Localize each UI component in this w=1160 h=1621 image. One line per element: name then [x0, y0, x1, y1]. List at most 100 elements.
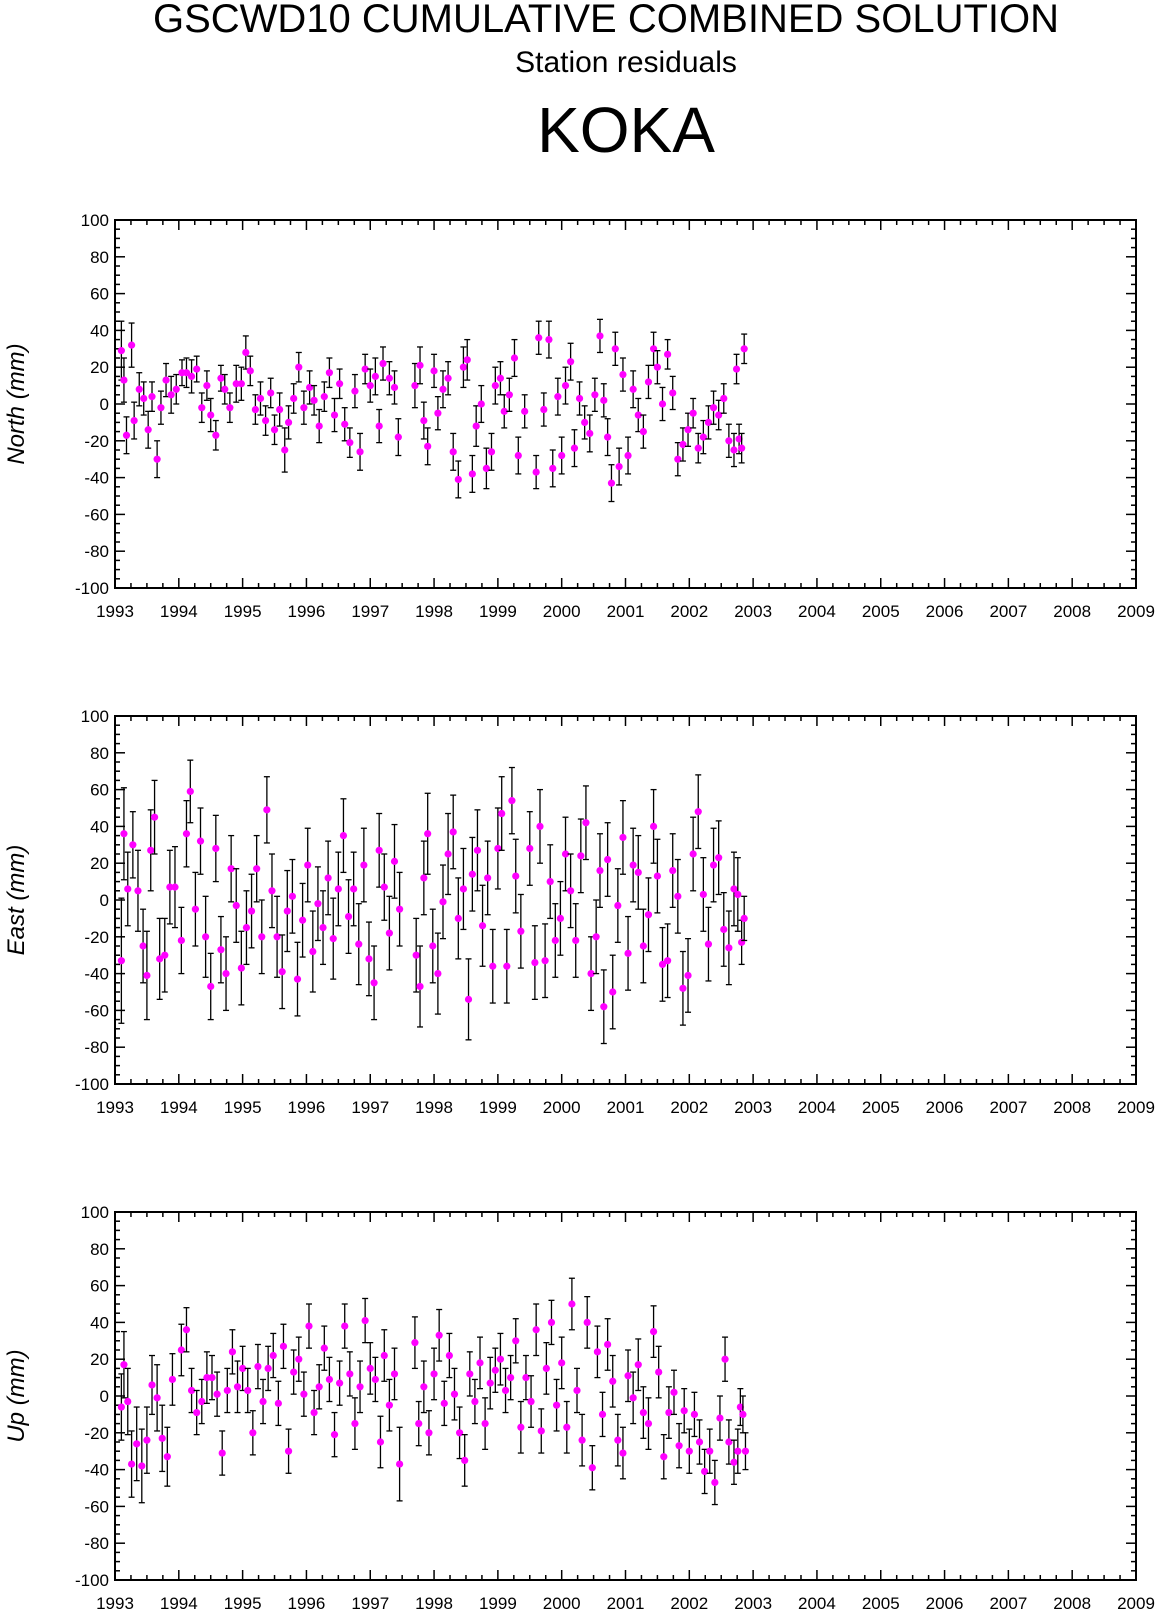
north-marker: [468, 470, 476, 478]
up-marker: [445, 1351, 453, 1360]
up-marker: [420, 1383, 428, 1391]
up-marker: [380, 1351, 388, 1360]
up-marker: [284, 1447, 293, 1455]
up-data-point: [198, 1378, 206, 1425]
north-marker: [187, 372, 196, 380]
up-marker: [680, 1407, 688, 1415]
up-y-tick-label: -40: [84, 1461, 109, 1480]
north-marker: [153, 455, 161, 463]
up-marker: [578, 1436, 586, 1444]
up-marker: [193, 1408, 201, 1417]
east-marker: [385, 929, 393, 937]
up-marker: [598, 1410, 607, 1418]
up-data-point: [730, 1439, 738, 1485]
north-data-point: [674, 441, 682, 477]
up-marker: [734, 1447, 742, 1455]
east-marker: [288, 892, 296, 900]
up-marker: [315, 1383, 323, 1391]
up-data-point: [320, 1325, 328, 1371]
north-marker: [694, 444, 702, 452]
north-marker: [600, 396, 608, 404]
up-data-point: [471, 1378, 479, 1425]
up-data-point: [390, 1347, 399, 1401]
north-marker: [232, 380, 240, 388]
up-marker: [366, 1364, 374, 1372]
north-marker: [567, 358, 575, 366]
up-marker: [542, 1364, 550, 1372]
up-data-point: [148, 1354, 156, 1416]
north-data-point: [207, 397, 215, 433]
up-marker: [532, 1326, 540, 1334]
north-marker: [449, 448, 457, 456]
north-data-point: [586, 414, 594, 453]
up-marker: [471, 1397, 479, 1406]
east-marker: [161, 951, 169, 959]
north-data-point: [732, 353, 741, 385]
up-data-point: [425, 1410, 433, 1456]
north-marker: [284, 418, 293, 426]
north-data-point: [356, 432, 364, 471]
up-data-point: [203, 1351, 211, 1405]
east-marker: [740, 914, 748, 923]
north-marker: [607, 479, 616, 487]
up-y-tick-label: 60: [90, 1277, 109, 1296]
up-marker: [486, 1379, 494, 1387]
east-marker: [283, 907, 291, 915]
north-marker: [193, 365, 201, 373]
north-marker: [463, 356, 471, 364]
up-data-point: [558, 1336, 566, 1390]
north-x-tick-label: 2003: [734, 602, 772, 621]
up-marker: [177, 1346, 185, 1354]
up-data-point: [496, 1332, 505, 1386]
up-marker: [547, 1318, 556, 1326]
north-marker: [379, 359, 387, 368]
north-data-point: [639, 414, 647, 449]
east-data-point: [134, 849, 142, 932]
north-marker: [306, 383, 314, 392]
north-marker: [619, 370, 627, 379]
up-marker: [300, 1390, 308, 1398]
north-data-point: [658, 386, 667, 422]
north-data-point: [669, 375, 677, 411]
up-data-point: [223, 1367, 231, 1414]
north-data-point: [256, 381, 265, 416]
east-x-tick-label: 1998: [415, 1098, 453, 1117]
up-x-tick-label: 2001: [607, 1594, 645, 1613]
east-data-point: [299, 882, 307, 958]
east-y-tick-label: -100: [75, 1075, 109, 1094]
east-marker: [350, 885, 358, 893]
east-data-point: [498, 776, 506, 851]
east-data-point: [473, 809, 482, 892]
east-marker: [624, 949, 632, 957]
up-x-tick-label: 2006: [926, 1594, 964, 1613]
up-data-point: [588, 1445, 596, 1491]
east-marker: [207, 982, 215, 991]
east-data-point: [609, 954, 617, 1030]
east-marker: [734, 890, 742, 899]
north-marker: [500, 407, 508, 415]
east-marker: [489, 962, 497, 970]
east-data-point: [314, 866, 322, 942]
east-marker: [551, 936, 559, 945]
north-data-point: [167, 375, 175, 414]
east-data-point: [247, 873, 256, 949]
up-plot-frame: [114, 1211, 1137, 1581]
up-marker: [736, 1403, 744, 1411]
up-data-point: [604, 1318, 612, 1371]
up-marker: [269, 1351, 277, 1360]
east-x-tick-label: 2003: [734, 1098, 772, 1117]
east-data-point: [124, 851, 132, 927]
up-marker: [143, 1436, 151, 1444]
north-data-point: [575, 381, 584, 416]
up-marker: [491, 1366, 499, 1374]
up-x-tick-label: 2007: [989, 1594, 1027, 1613]
up-data-point: [685, 1428, 693, 1474]
north-marker: [738, 444, 746, 452]
north-marker: [375, 422, 383, 430]
north-marker: [477, 400, 485, 408]
east-data-point: [464, 958, 473, 1041]
up-marker: [187, 1386, 196, 1395]
north-x-tick-label: 1994: [160, 602, 198, 621]
east-data-point: [196, 807, 205, 875]
north-marker: [730, 446, 738, 454]
